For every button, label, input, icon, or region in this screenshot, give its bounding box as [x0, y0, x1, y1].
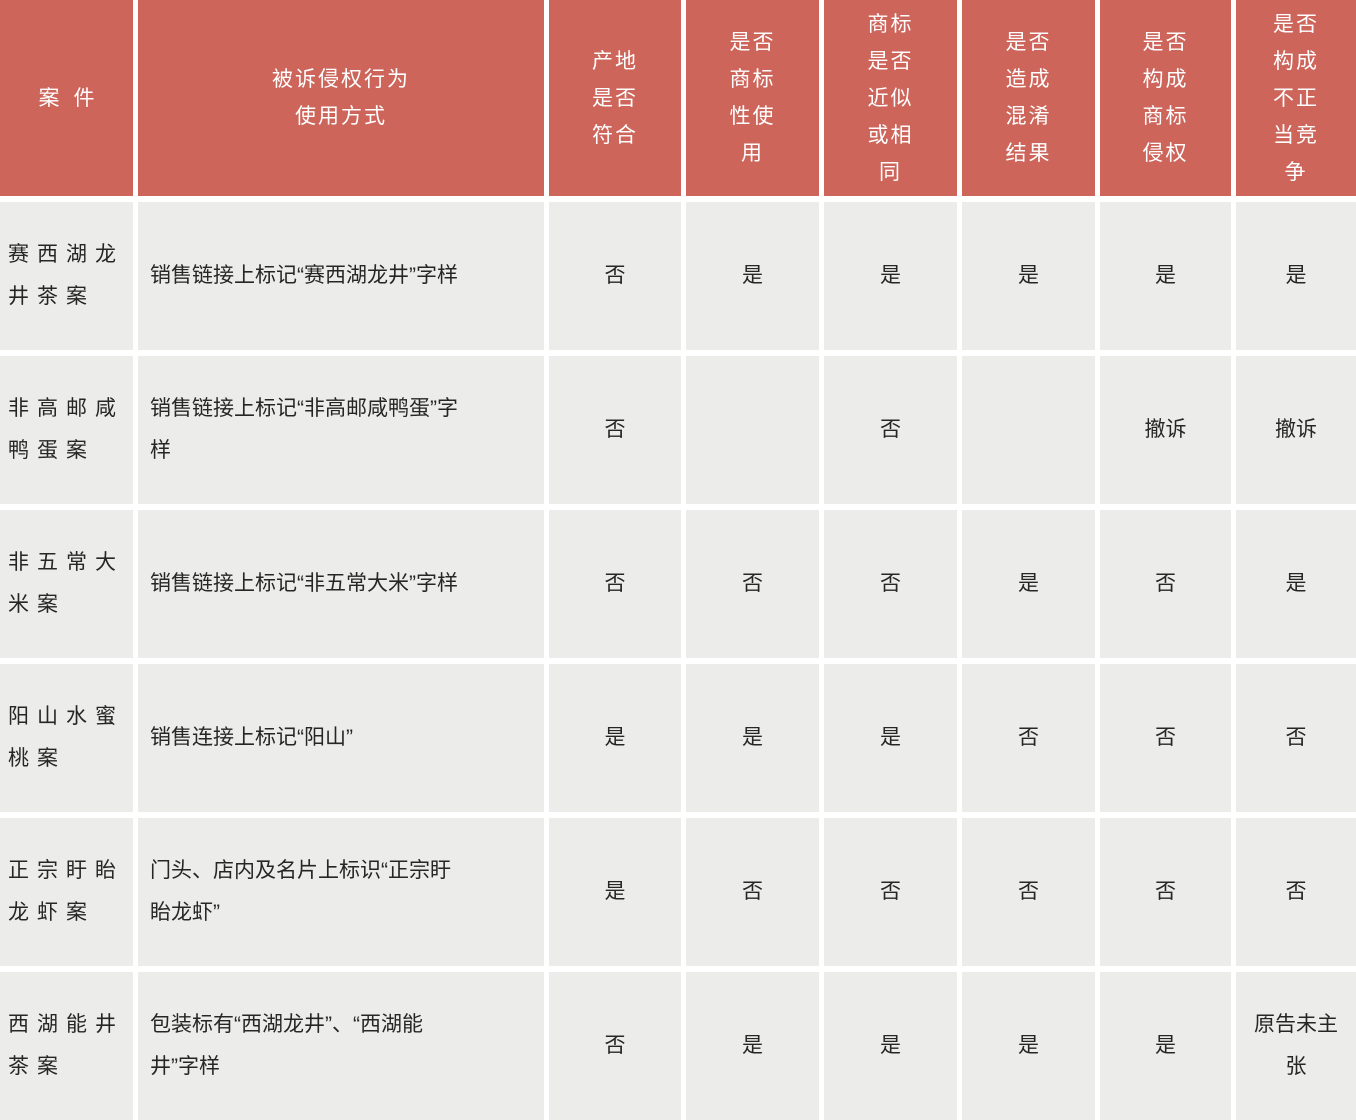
- value-cell: 是: [1236, 510, 1356, 658]
- value-cell: 是: [962, 510, 1095, 658]
- case-name-cell: 非五常大 米案: [0, 510, 133, 658]
- value-cell: 撤诉: [1100, 356, 1231, 504]
- header-trademark-infringement: 是否 构成 商标 侵权: [1100, 0, 1231, 196]
- value-cell: 是: [686, 202, 819, 350]
- value-cell: 否: [686, 818, 819, 966]
- usage-cell: 门头、店内及名片上标识“正宗盱 眙龙虾”: [138, 818, 544, 966]
- header-confusion-result: 是否 造成 混淆 结果: [962, 0, 1095, 196]
- value-cell: 否: [824, 818, 957, 966]
- value-cell: 是: [686, 664, 819, 812]
- value-cell: 否: [824, 510, 957, 658]
- header-case: 案件: [0, 0, 133, 196]
- value-cell: [686, 356, 819, 504]
- usage-cell: 销售链接上标记“非高邮咸鸭蛋”字 样: [138, 356, 544, 504]
- value-cell: 是: [549, 664, 681, 812]
- value-cell: 否: [962, 818, 1095, 966]
- value-cell: 否: [549, 510, 681, 658]
- value-cell: 否: [549, 202, 681, 350]
- case-name-cell: 非高邮咸 鸭蛋案: [0, 356, 133, 504]
- value-cell: 否: [1236, 818, 1356, 966]
- value-cell: 否: [549, 356, 681, 504]
- value-cell: 是: [962, 972, 1095, 1120]
- case-name-cell: 正宗盱眙 龙虾案: [0, 818, 133, 966]
- header-accused-usage: 被诉侵权行为 使用方式: [138, 0, 544, 196]
- header-unfair-competition: 是否 构成 不正 当竞 争: [1236, 0, 1356, 196]
- value-cell: 否: [824, 356, 957, 504]
- value-cell: 否: [1100, 818, 1231, 966]
- value-cell: 是: [824, 202, 957, 350]
- value-cell: 否: [686, 510, 819, 658]
- value-cell: 原告未主 张: [1236, 972, 1356, 1120]
- case-name-cell: 西湖能井 茶案: [0, 972, 133, 1120]
- value-cell: 是: [549, 818, 681, 966]
- value-cell: 是: [824, 972, 957, 1120]
- usage-cell: 销售连接上标记“阳山”: [138, 664, 544, 812]
- value-cell: 否: [962, 664, 1095, 812]
- value-cell: [962, 356, 1095, 504]
- value-cell: 是: [962, 202, 1095, 350]
- case-name-cell: 阳山水蜜 桃案: [0, 664, 133, 812]
- usage-cell: 包装标有“西湖龙井”、“西湖能 井”字样: [138, 972, 544, 1120]
- usage-cell: 销售链接上标记“非五常大米”字样: [138, 510, 544, 658]
- usage-cell: 销售链接上标记“赛西湖龙井”字样: [138, 202, 544, 350]
- header-origin-match: 产地 是否 符合: [549, 0, 681, 196]
- value-cell: 是: [686, 972, 819, 1120]
- value-cell: 否: [1100, 664, 1231, 812]
- value-cell: 是: [1100, 202, 1231, 350]
- value-cell: 否: [549, 972, 681, 1120]
- value-cell: 是: [1236, 202, 1356, 350]
- value-cell: 是: [1100, 972, 1231, 1120]
- case-name-cell: 赛西湖龙 井茶案: [0, 202, 133, 350]
- value-cell: 是: [824, 664, 957, 812]
- value-cell: 撤诉: [1236, 356, 1356, 504]
- value-cell: 否: [1100, 510, 1231, 658]
- header-trademark-similarity: 商标 是否 近似 或相 同: [824, 0, 957, 196]
- header-trademark-use: 是否 商标 性使 用: [686, 0, 819, 196]
- value-cell: 否: [1236, 664, 1356, 812]
